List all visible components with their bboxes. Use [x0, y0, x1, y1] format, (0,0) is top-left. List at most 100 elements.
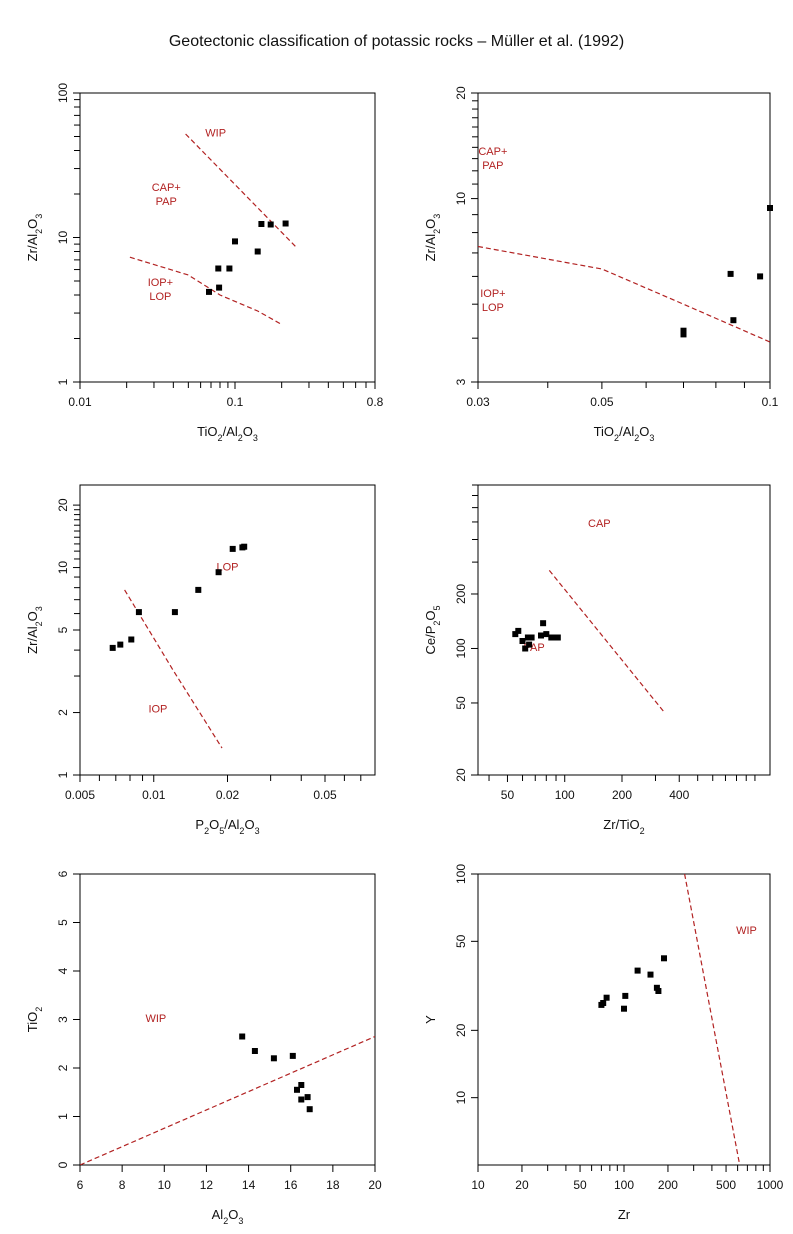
y-tick-label: 50: [454, 934, 468, 948]
data-point: [215, 569, 222, 576]
x-tick-label: 100: [614, 1178, 634, 1192]
x-tick-label: 0.05: [313, 788, 337, 802]
data-point: [621, 1005, 627, 1012]
field-label: LOP: [216, 561, 238, 573]
data-point: [282, 220, 289, 227]
data-point: [239, 1033, 246, 1040]
data-point: [216, 284, 223, 291]
data-point: [267, 221, 274, 228]
data-point: [680, 327, 687, 334]
boundary-line: [129, 256, 282, 326]
figure-title: Geotectonic classification of potassic r…: [168, 33, 625, 50]
panel-zr-al2o3-vs-tio2-al2o3-full: 0.01 0.1 0.8 1 10 100 TiO2/Al2O3 Zr/Al2O3 WIP CAP…: [25, 83, 384, 443]
data-point: [554, 634, 561, 641]
data-point: [655, 988, 662, 994]
data-point: [215, 265, 222, 272]
y-tick-label: 20: [454, 86, 468, 100]
panel-y-vs-zr: 10 20 50 100 200 500 1000 10 20 50 100 Zr Y WIP: [423, 864, 784, 1222]
panel-zr-al2o3-vs-p2o5-al2o3: 0.005 0.01 0.02 0.05 1 2 5 10 20 P2O5/Al2O3 Zr/Al2…: [25, 484, 376, 836]
data-point: [526, 641, 533, 648]
x-tick-label: 12: [200, 1178, 214, 1192]
x-tick-label: 20: [368, 1178, 382, 1192]
y-tick-label: 1: [56, 771, 70, 778]
x-tick-label: 0.1: [762, 395, 779, 409]
boundary-line: [185, 133, 298, 249]
field-label: CAP: [588, 518, 611, 530]
x-tick-label: 8: [119, 1178, 126, 1192]
data-point: [241, 543, 248, 550]
data-point: [540, 620, 547, 627]
data-point: [634, 967, 641, 974]
data-point: [135, 609, 142, 616]
data-point: [727, 270, 734, 277]
data-point: [171, 609, 178, 616]
y-tick-label: 5: [56, 626, 70, 633]
data-point: [289, 1052, 296, 1059]
x-tick-label: 18: [326, 1178, 340, 1192]
plot-frame: [79, 484, 376, 776]
x-axis-label: Al2O3: [212, 1207, 244, 1226]
data-point: [251, 1048, 258, 1054]
data-point: [622, 992, 629, 999]
y-axis-label: Y: [423, 1015, 438, 1024]
x-tick-label: 50: [573, 1178, 587, 1192]
data-point: [600, 1000, 607, 1006]
boundary-line: [478, 245, 770, 343]
y-tick-label: 10: [454, 192, 468, 206]
data-point: [206, 288, 212, 295]
data-point: [128, 636, 135, 643]
x-tick-label: 0.8: [367, 395, 384, 409]
y-axis-label: TiO2: [25, 1007, 44, 1032]
y-axis-label: Zr/Al2O3: [423, 214, 442, 262]
data-point: [232, 238, 238, 245]
plot-frame: [79, 873, 376, 1166]
x-tick-label: 0.05: [590, 395, 614, 409]
boundary-line: [124, 589, 223, 749]
x-axis-label: Zr: [618, 1207, 631, 1222]
data-point: [680, 331, 687, 338]
data-point: [294, 1086, 300, 1093]
y-tick-label: 5: [56, 919, 70, 926]
x-tick-label: 0.1: [227, 395, 244, 409]
y-tick-label: 2: [56, 709, 70, 716]
data-point: [109, 644, 116, 651]
x-tick-label: 100: [555, 788, 575, 802]
data-point: [522, 645, 529, 652]
data-point: [767, 205, 773, 211]
field-label: WIP: [145, 1013, 166, 1025]
boundary-line: [80, 1035, 375, 1165]
data-point: [226, 265, 233, 272]
data-point: [515, 627, 522, 634]
x-axis-label: Zr/TiO2: [603, 817, 644, 836]
plot-frame: [477, 92, 771, 383]
plot-frame: [477, 873, 771, 1166]
y-tick-label: 20: [454, 768, 468, 782]
data-point: [661, 955, 667, 962]
data-point: [647, 971, 654, 978]
x-tick-label: 200: [658, 1178, 678, 1192]
data-point: [603, 994, 610, 1001]
y-tick-label: 3: [454, 378, 468, 385]
x-tick-label: 0.01: [142, 788, 166, 802]
data-point: [254, 248, 261, 255]
x-tick-label: 20: [515, 1178, 529, 1192]
data-point: [195, 586, 202, 593]
data-point: [543, 631, 550, 638]
field-label: WIP: [205, 127, 226, 139]
data-point: [258, 221, 265, 227]
x-tick-label: 14: [242, 1178, 256, 1192]
data-point: [730, 317, 737, 324]
data-point: [528, 634, 535, 641]
data-point: [304, 1094, 311, 1101]
y-tick-label: 100: [454, 864, 468, 884]
x-tick-label: 0.02: [216, 788, 240, 802]
y-tick-label: 4: [56, 967, 70, 974]
data-point: [524, 634, 531, 641]
data-point: [298, 1082, 305, 1088]
plot-frame: [477, 484, 771, 776]
field-label: IOP+ LOP: [480, 288, 505, 314]
data-point: [512, 631, 519, 638]
y-tick-label: 10: [56, 561, 70, 575]
y-tick-label: 10: [56, 231, 70, 245]
